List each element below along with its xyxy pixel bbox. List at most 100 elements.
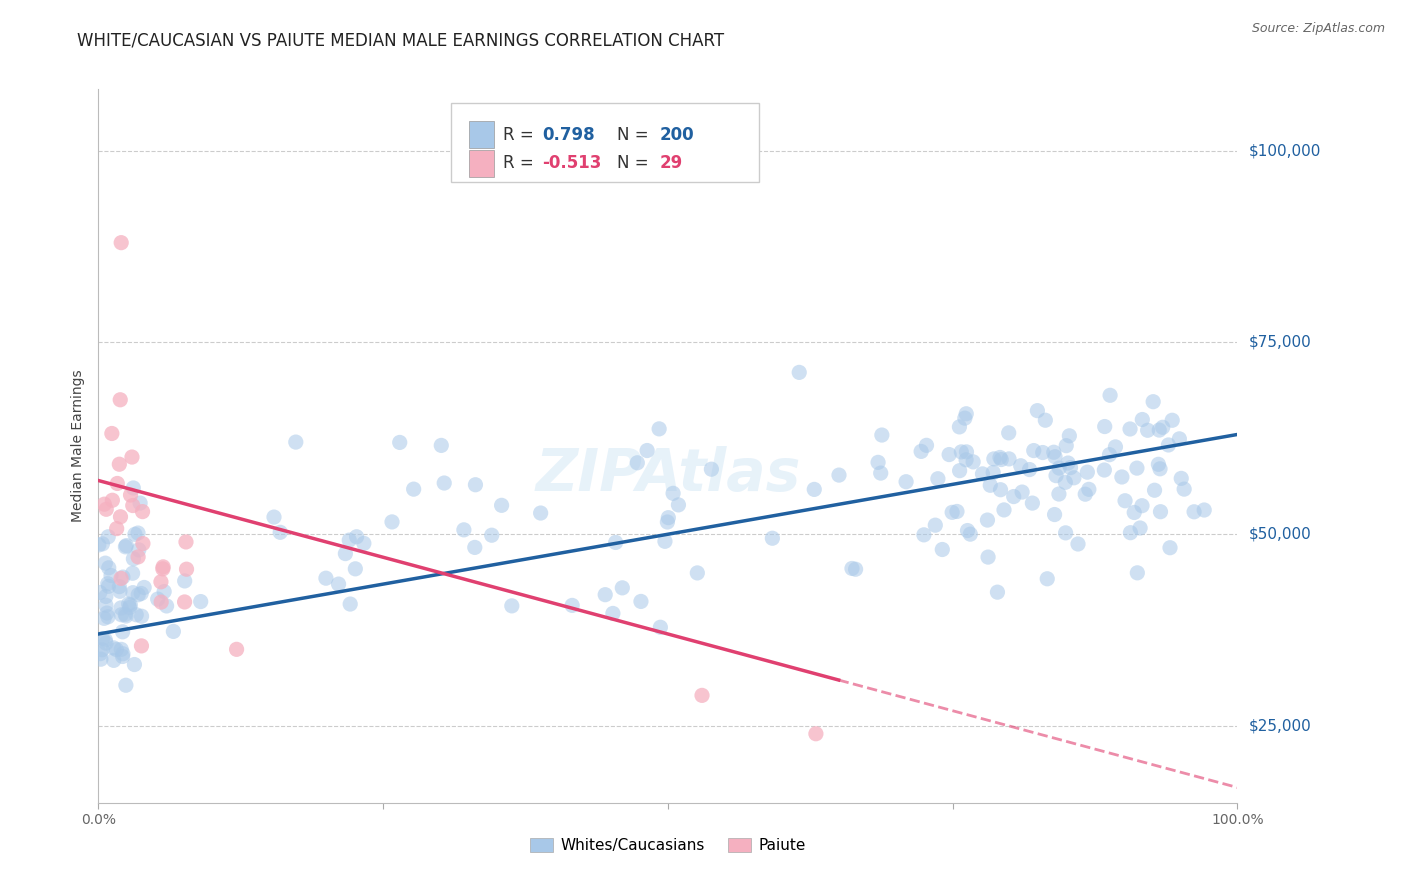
Text: -0.513: -0.513 (543, 154, 602, 172)
Point (481, 528, 503, 542)
Point (110, 509, 132, 524)
Point (97, 609, 120, 624)
Point (938, 448, 960, 462)
Text: $25,000: $25,000 (1249, 719, 1312, 733)
Point (1143, 483, 1166, 498)
Point (150, 595, 173, 609)
Point (110, 601, 132, 615)
Point (1032, 445, 1054, 459)
Point (108, 580, 131, 594)
Point (108, 584, 131, 599)
Point (1092, 463, 1115, 477)
Point (983, 451, 1005, 466)
Point (1033, 413, 1056, 427)
Point (1042, 445, 1064, 459)
Point (1192, 503, 1215, 517)
Point (97, 561, 120, 575)
Point (955, 452, 977, 467)
Point (284, 435, 307, 450)
Point (1136, 423, 1159, 437)
Point (344, 562, 367, 576)
Point (1067, 537, 1090, 551)
Point (1010, 458, 1032, 473)
Point (657, 510, 679, 524)
Point (155, 599, 177, 613)
Point (120, 598, 142, 612)
Point (962, 455, 984, 469)
Point (1152, 420, 1174, 434)
Point (94, 590, 117, 604)
Point (114, 607, 136, 622)
Text: $50,000: $50,000 (1249, 527, 1312, 541)
Point (103, 640, 125, 655)
Point (955, 407, 977, 421)
Point (1059, 460, 1081, 475)
Point (101, 426, 124, 441)
Point (953, 411, 976, 425)
Text: ZIPAtlas: ZIPAtlas (536, 446, 800, 503)
Point (132, 536, 155, 550)
Point (339, 597, 361, 611)
Point (841, 561, 863, 575)
Text: Source: ZipAtlas.com: Source: ZipAtlas.com (1251, 22, 1385, 36)
Point (1130, 412, 1153, 426)
Point (110, 607, 132, 622)
Point (761, 531, 783, 545)
Point (105, 642, 128, 657)
Point (1026, 403, 1049, 417)
Point (105, 476, 128, 491)
Point (690, 689, 713, 703)
Point (501, 599, 523, 613)
Point (959, 527, 981, 541)
Point (91, 632, 114, 646)
Point (91, 642, 114, 657)
Point (972, 467, 994, 481)
Point (1126, 461, 1149, 475)
Point (335, 547, 357, 561)
Point (530, 506, 553, 520)
Point (121, 450, 143, 464)
Point (650, 620, 672, 634)
Point (1170, 471, 1192, 485)
Point (225, 642, 247, 657)
Point (561, 599, 583, 613)
Point (1043, 450, 1066, 464)
Point (648, 422, 671, 436)
Point (981, 466, 1004, 480)
Text: R =: R = (503, 154, 538, 172)
Point (269, 525, 291, 540)
Point (894, 475, 917, 489)
Point (1126, 566, 1149, 580)
Point (96, 606, 118, 620)
Point (115, 678, 138, 692)
Point (1159, 541, 1181, 555)
Point (162, 624, 184, 639)
Point (1104, 440, 1126, 454)
Point (1098, 448, 1121, 462)
Point (173, 595, 195, 609)
Point (129, 586, 152, 600)
Point (1063, 471, 1085, 485)
Point (700, 462, 723, 476)
Point (946, 504, 969, 518)
Point (1161, 413, 1184, 427)
Point (912, 528, 935, 542)
Point (103, 653, 125, 667)
Point (115, 539, 138, 553)
Point (593, 588, 616, 602)
Point (657, 515, 679, 529)
FancyBboxPatch shape (451, 103, 759, 182)
Point (131, 639, 153, 653)
Point (998, 451, 1021, 466)
Point (626, 456, 648, 470)
Point (1149, 462, 1171, 476)
Point (94, 632, 117, 647)
Point (868, 455, 890, 469)
Point (120, 488, 142, 502)
Point (122, 585, 145, 599)
Point (803, 483, 825, 497)
Point (174, 535, 197, 549)
Point (491, 499, 513, 513)
Point (110, 642, 132, 657)
Text: $75,000: $75,000 (1249, 334, 1312, 350)
